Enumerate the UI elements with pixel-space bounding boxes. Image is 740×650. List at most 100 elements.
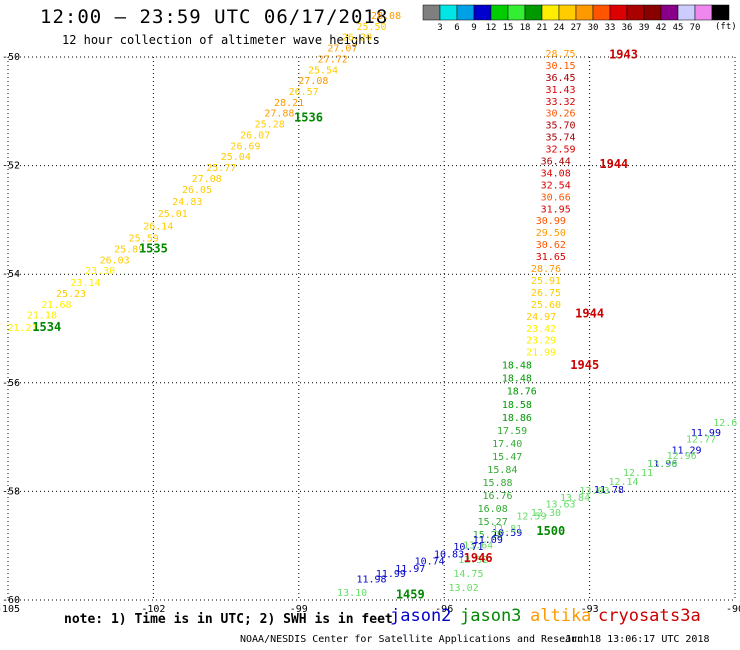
footer-timestamp: Jun 18 13:06:17 UTC 2018 [565, 634, 710, 645]
time-label: 1534 [32, 320, 61, 334]
data-label-jason2: 11.29 [671, 445, 701, 456]
data-label-altika: 21.21 [7, 323, 37, 334]
colorbar: 3 6 9 12 15 18 21 24 27 30 33 36 39 42 45 70 [422, 4, 730, 33]
data-label-jason3: 16.76 [482, 491, 512, 502]
colorbar-label: 24 [554, 23, 565, 33]
x-tick-label: -93 [581, 604, 599, 615]
colorbar-label: 6 [454, 23, 459, 33]
data-label-jason3: 13.64 [463, 540, 493, 551]
legend-item-cryosat: cryosat [598, 606, 670, 626]
data-label-s3a: 12.6 [713, 418, 737, 429]
data-label-cryosat: 30.62 [536, 240, 566, 251]
y-tick-label: -56 [2, 378, 20, 389]
data-label-cryosat: 35.70 [545, 121, 575, 132]
data-label-jason3: 14.75 [453, 569, 483, 580]
colorbar-unit: (ft) [715, 22, 737, 32]
data-label-altika: 21.68 [41, 300, 71, 311]
data-label-cryosat: 33.32 [545, 97, 575, 108]
data-label-jason2: 11.97 [395, 564, 425, 575]
y-tick-label: -58 [2, 486, 20, 497]
colorbar-swatch [439, 4, 458, 21]
y-tick-label: -54 [2, 269, 20, 280]
time-label: 1943 [609, 48, 638, 62]
colorbar-swatch [643, 4, 662, 21]
data-points: 28.7530.1536.4531.4333.3230.2635.7035.74… [7, 11, 737, 599]
legend-item-s3a: s3a [670, 606, 701, 626]
axis-ticks: -105 -102 -99 -96 -93 -90 -50 -52 -54 -56 -58 -60 [0, 52, 740, 615]
colorbar-swatch [507, 4, 526, 21]
data-label-s3a: 12.30 [531, 508, 561, 519]
notes-text: note: 1) Time is in UTC; 2) SWH is in fe… [64, 612, 393, 627]
data-label-altika: 27.07 [327, 44, 357, 55]
time-label: 1945 [570, 358, 599, 372]
data-label-cryosat: 28.75 [545, 49, 575, 60]
time-label: 1944 [599, 157, 628, 171]
data-label-s3a: 12.14 [608, 477, 638, 488]
footer-credit: NOAA/NESDIS Center for Satellite Applica… [240, 634, 590, 645]
data-label-altika: 26.07 [240, 130, 270, 141]
data-label-cryosat: 30.15 [545, 61, 575, 72]
time-label: 1500 [536, 524, 565, 538]
data-label-jason3: 18.76 [507, 387, 537, 398]
colorbar-swatch [541, 4, 560, 21]
data-label-jason2: 10.83 [434, 550, 464, 561]
data-label-jason2: 11.99 [376, 569, 406, 580]
data-label-altika: 21.18 [27, 311, 57, 322]
colorbar-swatch [490, 4, 509, 21]
colorbar-label: 21 [537, 23, 548, 33]
colorbar-swatch [711, 4, 730, 21]
data-label-cryosat: 30.99 [536, 216, 566, 227]
data-label-cryosat: 32.59 [545, 145, 575, 156]
data-label-s3a: 11.81 [492, 524, 522, 535]
data-label-s3a: 12.11 [623, 468, 653, 479]
data-label-altika: 25.54 [308, 65, 338, 76]
data-label-altika: 26.03 [100, 255, 130, 266]
data-label-cryosat: 31.43 [545, 85, 575, 96]
legend-item-jason2: jason2 [390, 606, 452, 626]
x-tick-label: -96 [435, 604, 453, 615]
data-label-altika: 23.30 [85, 266, 115, 277]
data-label-s3a: 13.03 [579, 486, 609, 497]
data-label-altika: 25.23 [56, 289, 86, 300]
colorbar-label: 15 [503, 23, 514, 33]
colorbar-label: 12 [486, 23, 497, 33]
data-label-cryosat: 29.50 [536, 228, 566, 239]
colorbar-label: 18 [520, 23, 531, 33]
data-label-jason3: 17.40 [492, 439, 522, 450]
x-tick-label: -102 [141, 604, 165, 615]
colorbar-label: 9 [471, 23, 476, 33]
colorbar-label: 45 [673, 23, 684, 33]
data-label-altika: 24.83 [172, 197, 202, 208]
data-label-altika: 25.50 [356, 22, 386, 33]
data-label-altika: 27.88 [264, 109, 294, 120]
data-label-altika: 25.04 [221, 152, 251, 163]
data-label-altika: 25.28 [255, 120, 285, 131]
data-label-jason2: 10.74 [415, 557, 445, 568]
data-label-jason2: 10.71 [453, 542, 483, 553]
data-label-altika: 25.77 [206, 163, 236, 174]
data-label-s3a: 13.84 [560, 493, 590, 504]
data-label-cryosat: 35.74 [545, 133, 575, 144]
data-label-altika: 28.21 [274, 98, 304, 109]
colorbar-label: 3 [437, 23, 442, 33]
data-label-jason3: 18.86 [502, 413, 532, 424]
data-label-s3a: 13.10 [337, 588, 367, 599]
data-label-jason2: 11.99 [691, 428, 721, 439]
colorbar-label: 30 [588, 23, 599, 33]
data-label-jason2: 10.59 [492, 528, 522, 539]
data-label-jason2: 11.78 [594, 485, 624, 496]
colorbar-label: 42 [656, 23, 667, 33]
data-label-jason3: 15.88 [482, 478, 512, 489]
data-label-jason3: 18.48 [502, 361, 532, 372]
data-label-jason3: 15.27 [478, 517, 508, 528]
chart-title: 12:00 – 23:59 UTC 06/17/2018 [40, 6, 389, 28]
data-label-s3a: 12.59 [516, 512, 546, 523]
colorbar-label: 70 [690, 23, 701, 33]
colorbar-label: 39 [639, 23, 650, 33]
colorbar-swatch [592, 4, 611, 21]
colorbar-swatch [575, 4, 594, 21]
data-label-cryosat: 30.66 [541, 192, 571, 203]
data-label-altika: 26.69 [230, 141, 260, 152]
x-tick-label: -99 [290, 604, 308, 615]
data-label-altika: 26.20 [342, 33, 372, 44]
